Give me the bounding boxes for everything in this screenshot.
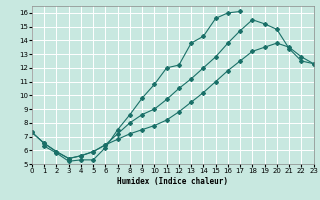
X-axis label: Humidex (Indice chaleur): Humidex (Indice chaleur) [117,177,228,186]
